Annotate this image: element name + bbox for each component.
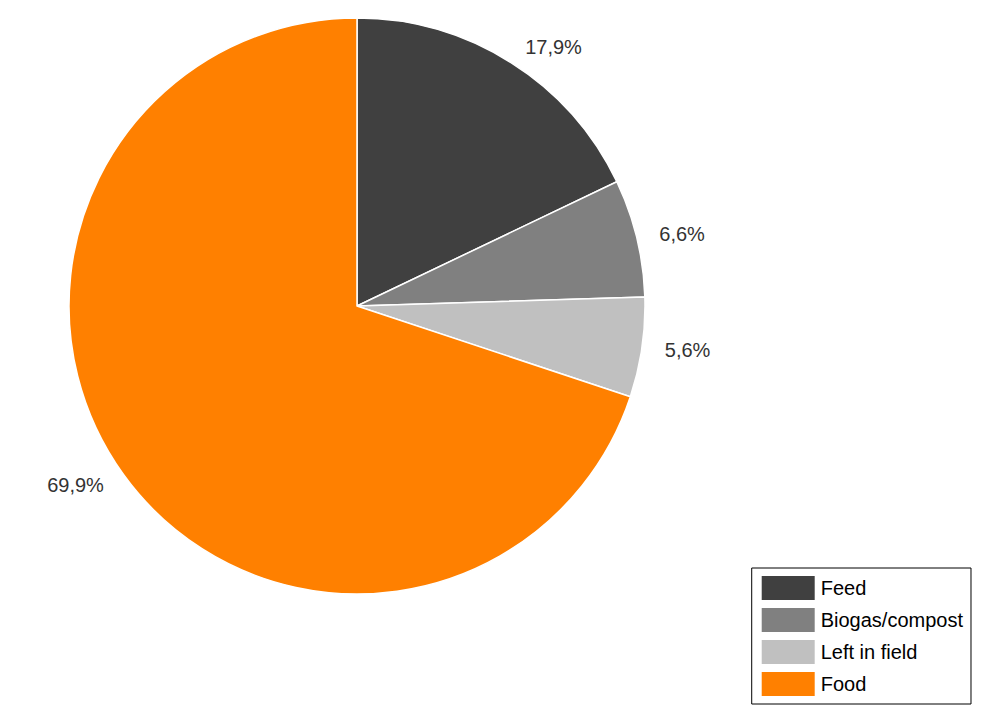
svg-text:Food: Food bbox=[821, 673, 867, 695]
svg-text:Feed: Feed bbox=[821, 577, 867, 599]
svg-text:Left in field: Left in field bbox=[821, 641, 918, 663]
svg-text:69,9%: 69,9% bbox=[47, 474, 104, 496]
svg-text:17,9%: 17,9% bbox=[525, 36, 582, 58]
svg-text:Biogas/compost: Biogas/compost bbox=[821, 609, 964, 631]
svg-text:5,6%: 5,6% bbox=[665, 339, 711, 361]
svg-text:6,6%: 6,6% bbox=[659, 223, 705, 245]
